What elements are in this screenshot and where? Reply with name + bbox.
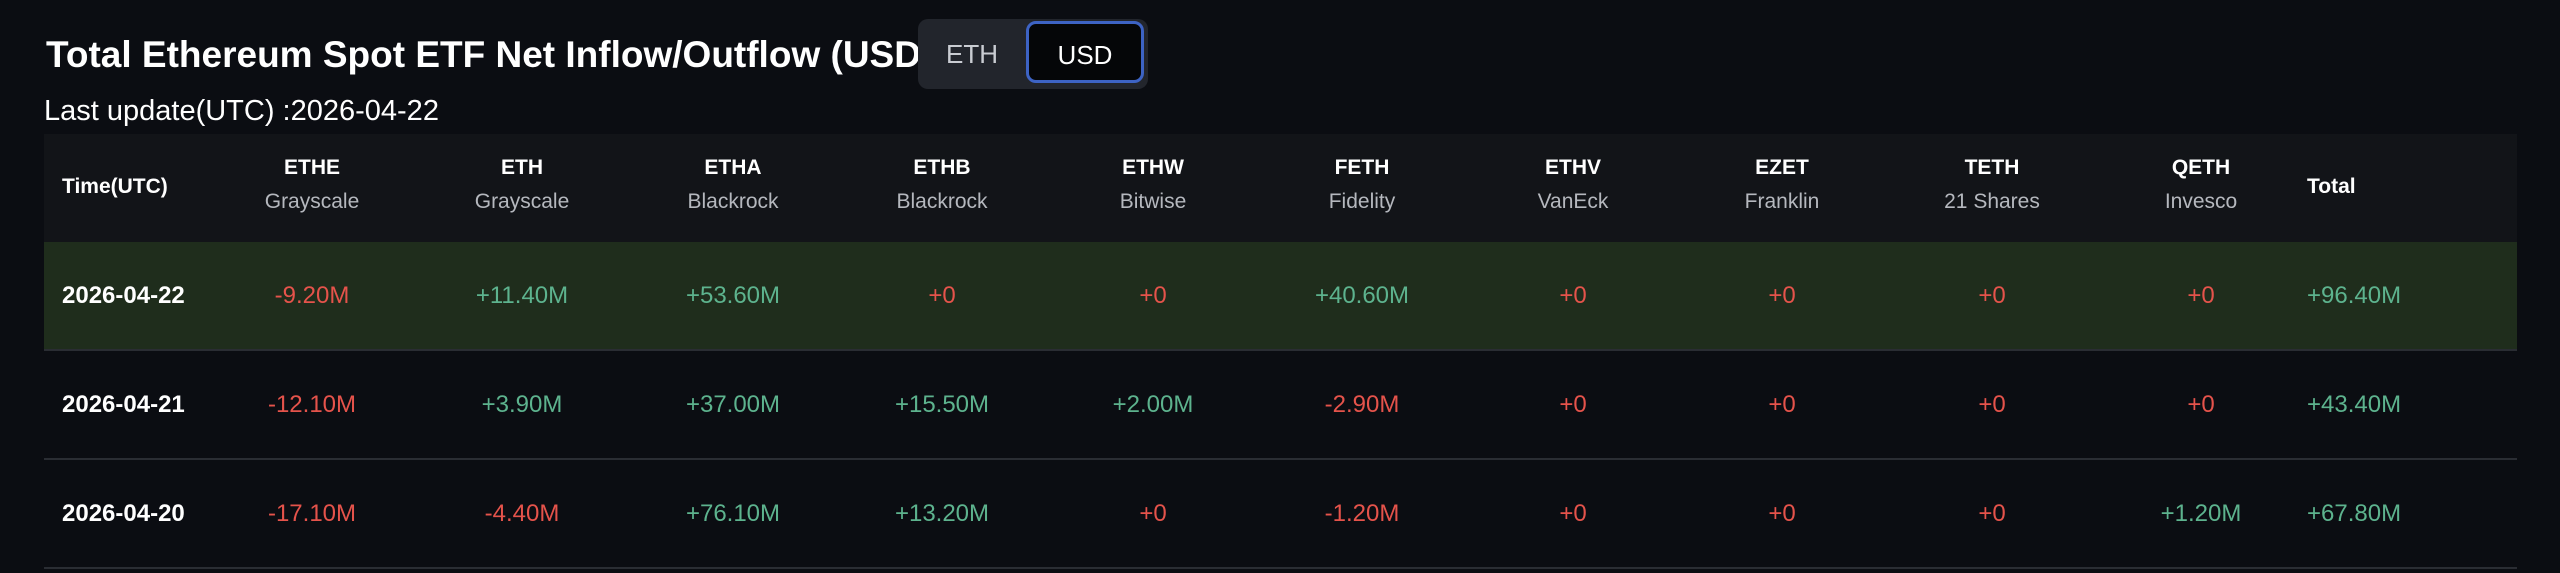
flow-value: +0	[1978, 282, 2006, 309]
column-ticker: ETHV	[1544, 156, 1601, 179]
row-date: 2026-04-21	[62, 391, 185, 418]
last-update: Last update(UTC) :2026-04-22	[44, 95, 439, 127]
flow-value: -9.20M	[274, 282, 350, 309]
flow-value: -1.20M	[1324, 500, 1400, 527]
flow-value: +43.40M	[2307, 391, 2402, 418]
column-ticker: ETHA	[704, 156, 762, 179]
column-issuer: Blackrock	[896, 190, 988, 213]
column-issuer: 21 Shares	[1944, 190, 2040, 213]
column-issuer: Fidelity	[1328, 190, 1396, 213]
flow-value: +0	[928, 282, 956, 309]
unit-toggle: ETH USD	[918, 19, 1148, 89]
flow-value: +15.50M	[894, 391, 990, 418]
row-date: 2026-04-22	[62, 282, 185, 309]
column-issuer: VanEck	[1537, 190, 1609, 213]
flow-value: +0	[2187, 282, 2215, 309]
flow-value: +96.40M	[2307, 282, 2402, 309]
column-ticker: TETH	[1964, 156, 2020, 179]
flow-value: +0	[1978, 500, 2006, 527]
page-title: Total Ethereum Spot ETF Net Inflow/Outfl…	[46, 34, 934, 75]
table-row: 2026-04-21 -12.10M +3.90M +37.00M +15.50M +2.…	[44, 351, 2517, 460]
column-issuer: Invesco	[2164, 190, 2238, 213]
flow-value: +0	[1768, 500, 1796, 527]
column-issuer: Franklin	[1744, 190, 1820, 213]
flow-value: +40.60M	[1314, 282, 1410, 309]
toggle-usd[interactable]: USD	[1026, 21, 1144, 83]
column-issuer: Grayscale	[264, 190, 360, 213]
column-ticker: ETHE	[283, 156, 340, 179]
flow-value: +67.80M	[2307, 500, 2402, 527]
column-issuer: Grayscale	[474, 190, 570, 213]
flow-value: +0	[1559, 391, 1587, 418]
toggle-eth[interactable]: ETH	[946, 39, 998, 69]
column-issuer: Bitwise	[1119, 190, 1187, 213]
column-ticker: Total	[2307, 175, 2356, 198]
flow-value: +0	[1768, 282, 1796, 309]
column-issuer: Blackrock	[687, 190, 779, 213]
column-ticker: QETH	[2171, 156, 2231, 179]
flow-value: +0	[1139, 500, 1167, 527]
column-ticker: ETHW	[1122, 156, 1184, 179]
flow-value: +0	[1559, 282, 1587, 309]
row-date: 2026-04-20	[62, 500, 185, 527]
flow-value: +2.00M	[1112, 391, 1194, 418]
header-row: Time(UTC) ETHE Grayscale ETH Grayscale ETHA Bl…	[44, 134, 2517, 242]
flow-value: +1.20M	[2160, 500, 2242, 527]
flow-value: +0	[1139, 282, 1167, 309]
flow-value: +13.20M	[894, 500, 990, 527]
flow-table: Time(UTC) ETHE Grayscale ETH Grayscale ETHA Bl…	[44, 134, 2517, 573]
flow-value: +0	[1978, 391, 2006, 418]
flow-value: +11.40M	[475, 282, 569, 309]
flow-value: +53.60M	[685, 282, 781, 309]
flow-value: +37.00M	[685, 391, 781, 418]
flow-value: +0	[2187, 391, 2215, 418]
flow-value: +3.90M	[481, 391, 563, 418]
flow-value: +76.10M	[685, 500, 781, 527]
column-ticker: Time(UTC)	[62, 175, 168, 198]
column-ticker: EZET	[1755, 156, 1809, 179]
table-row: 2026-04-20 -17.10M -4.40M +76.10M +13.20M +0 -…	[44, 460, 2517, 569]
flow-value: -17.10M	[267, 500, 357, 527]
flow-value: -4.40M	[484, 500, 560, 527]
flow-value: +0	[1768, 391, 1796, 418]
flow-value: -2.90M	[1324, 391, 1400, 418]
column-ticker: ETH	[501, 156, 543, 179]
column-ticker: FETH	[1334, 156, 1390, 179]
column-ticker: ETHB	[913, 156, 971, 179]
flow-value: +0	[1559, 500, 1587, 527]
flow-value: -12.10M	[267, 391, 357, 418]
table-row: 2026-04-22 -9.20M +11.40M +53.60M +0 +0 +40.60…	[44, 242, 2517, 351]
